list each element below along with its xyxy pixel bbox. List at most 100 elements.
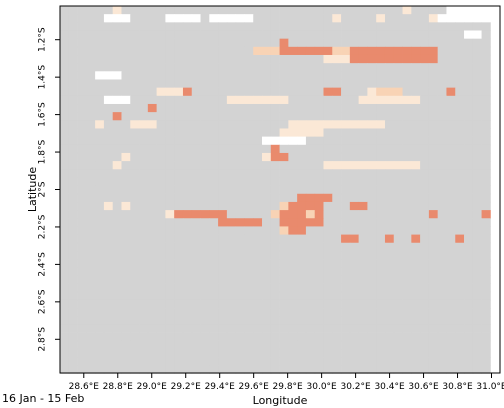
heatmap-cell <box>191 340 201 350</box>
heatmap-cell <box>130 128 140 138</box>
heatmap-cell <box>349 169 360 178</box>
heatmap-cell <box>103 291 114 301</box>
heatmap-cell <box>182 283 193 293</box>
heatmap-cell <box>130 103 140 113</box>
heatmap-cell <box>393 152 403 162</box>
heatmap-cell <box>420 291 430 301</box>
heatmap-cell <box>86 54 96 64</box>
heatmap-cell <box>174 38 184 48</box>
heatmap-cell <box>112 185 122 195</box>
heatmap-cell <box>182 242 193 252</box>
heatmap-cell <box>420 112 430 121</box>
heatmap-cell <box>130 161 140 170</box>
heatmap-cell <box>200 112 210 121</box>
heatmap-cell <box>297 324 307 333</box>
heatmap-cell <box>156 267 166 276</box>
heatmap-cell <box>472 112 482 121</box>
heatmap-cell <box>314 226 324 235</box>
heatmap-cell <box>218 136 228 146</box>
heatmap-cell <box>279 201 289 211</box>
heatmap-cell <box>420 79 430 89</box>
heatmap-cell <box>130 365 140 374</box>
heatmap-cell <box>437 332 447 342</box>
heatmap-cell <box>279 87 289 97</box>
heatmap-cell <box>86 71 96 80</box>
heatmap-cells <box>60 6 491 374</box>
heatmap-cell <box>411 291 421 301</box>
heatmap-cell <box>420 87 430 97</box>
heatmap-cell <box>332 54 342 64</box>
heatmap-cell <box>384 201 395 211</box>
heatmap-cell <box>244 128 254 138</box>
heatmap-cell <box>367 340 377 350</box>
heatmap-cell <box>121 54 131 64</box>
heatmap-cell <box>411 120 421 129</box>
heatmap-cell <box>226 357 237 366</box>
heatmap-cell <box>200 46 210 56</box>
heatmap-cell <box>349 365 360 374</box>
heatmap-cell <box>218 267 228 276</box>
heatmap-cell <box>165 324 175 333</box>
heatmap-cell <box>367 324 377 333</box>
heatmap-cell <box>446 332 456 342</box>
heatmap-cell <box>481 185 491 195</box>
heatmap-cell <box>262 357 272 366</box>
heatmap-cell <box>323 6 333 15</box>
heatmap-cell <box>428 71 439 80</box>
heatmap-cell <box>428 259 439 268</box>
heatmap-cell <box>200 332 210 342</box>
heatmap-cell <box>376 210 386 219</box>
heatmap-cell <box>297 128 307 138</box>
heatmap-cell <box>472 14 482 23</box>
heatmap-cell <box>393 30 403 40</box>
heatmap-cell <box>411 71 421 80</box>
heatmap-cell <box>279 136 289 146</box>
heatmap-cell <box>235 87 245 97</box>
heatmap-cell <box>464 71 474 80</box>
heatmap-cell <box>209 71 219 80</box>
heatmap-cell <box>428 332 439 342</box>
heatmap-cell <box>323 46 333 56</box>
heatmap-cell <box>270 218 280 227</box>
heatmap-cell <box>393 340 403 350</box>
heatmap-cell <box>297 357 307 366</box>
heatmap-cell <box>86 275 96 284</box>
heatmap-cell <box>323 348 333 358</box>
heatmap-cell <box>323 30 333 40</box>
heatmap-cell <box>402 218 412 227</box>
heatmap-cell <box>472 234 482 244</box>
heatmap-cell <box>226 54 237 64</box>
heatmap-cell <box>332 6 342 15</box>
heatmap-cell <box>349 348 360 358</box>
heatmap-cell <box>411 38 421 48</box>
heatmap-cell <box>279 308 289 317</box>
heatmap-cell <box>367 87 377 97</box>
heatmap-cell <box>130 324 140 333</box>
heatmap-cell <box>341 250 351 260</box>
heatmap-cell <box>288 250 298 260</box>
heatmap-cell <box>139 177 149 186</box>
heatmap-cell <box>288 242 298 252</box>
heatmap-cell <box>420 71 430 80</box>
heatmap-cell <box>297 267 307 276</box>
heatmap-cell <box>156 63 166 72</box>
heatmap-cell <box>156 348 166 358</box>
heatmap-cell <box>147 316 158 325</box>
heatmap-cell <box>209 144 219 154</box>
heatmap-cell <box>182 161 193 170</box>
heatmap-cell <box>367 210 377 219</box>
heatmap-cell <box>95 250 105 260</box>
heatmap-cell <box>68 242 78 252</box>
heatmap-cell <box>481 144 491 154</box>
heatmap-cell <box>358 152 368 162</box>
heatmap-cell <box>68 324 78 333</box>
y-tick-label: 1.2°S <box>38 27 48 52</box>
heatmap-cell <box>288 38 298 48</box>
heatmap-cell <box>209 22 219 31</box>
heatmap-cell <box>226 218 237 227</box>
heatmap-cell <box>253 275 263 284</box>
heatmap-cell <box>112 14 122 23</box>
heatmap-cell <box>411 161 421 170</box>
heatmap-cell <box>341 299 351 309</box>
heatmap-cell <box>411 185 421 195</box>
